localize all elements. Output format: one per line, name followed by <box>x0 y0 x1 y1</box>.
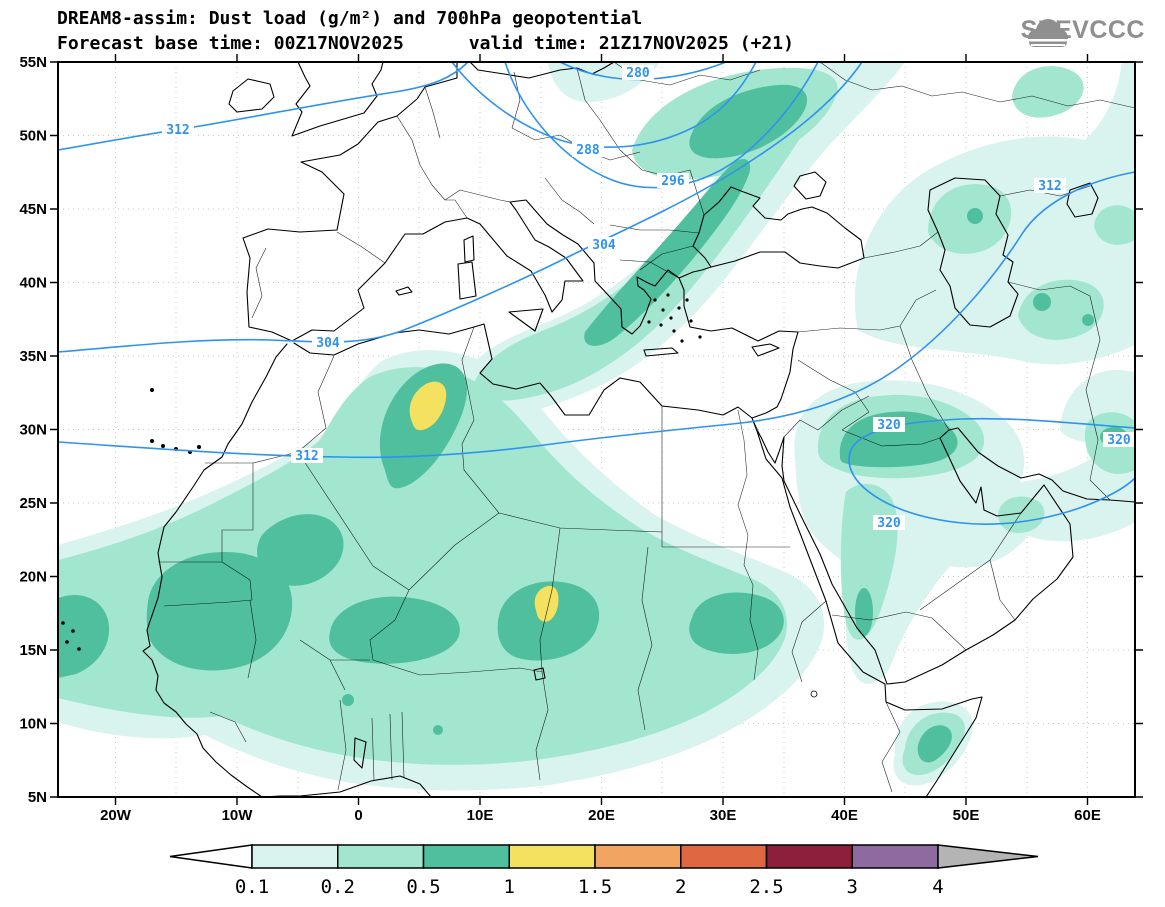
lat-label: 15N <box>19 642 47 659</box>
lon-label: 10W <box>222 807 254 824</box>
lon-label: 20E <box>588 807 615 824</box>
colorbar-labels: 0.1 0.2 0.5 1 1.5 2 2.5 3 4 <box>235 876 944 898</box>
colorbar: 0.1 0.2 0.5 1 1.5 2 2.5 3 4 <box>169 844 1039 898</box>
lon-label: 0 <box>354 807 362 824</box>
lon-label: 40E <box>831 807 858 824</box>
colorbar-segment <box>337 844 425 869</box>
lat-label: 10N <box>19 716 47 733</box>
nile-river <box>737 409 759 681</box>
lat-label: 30N <box>19 422 47 439</box>
colorbar-segment <box>680 844 768 869</box>
contour-label: 280 <box>626 66 650 81</box>
colorbar-arrow-under <box>169 844 253 869</box>
cloud-icon <box>1024 19 1069 47</box>
latitude-axis: 55N 50N 45N 40N 35N 30N 25N 20N 15N 10N … <box>19 54 47 806</box>
contour-label: 296 <box>661 174 685 189</box>
lat-label: 50N <box>19 128 47 145</box>
small-islands <box>61 293 702 651</box>
lat-label: 25N <box>19 495 47 512</box>
contour-label: 312 <box>295 449 318 464</box>
contour-label: 304 <box>592 238 616 253</box>
geopotential-labels: 312 280 288 296 304 304 312 312 320 320 … <box>162 65 1135 531</box>
lon-label: 50E <box>953 807 980 824</box>
contour-label: 312 <box>1038 179 1061 194</box>
lat-label: 55N <box>19 54 47 71</box>
longitude-axis: 20W 10W 0 10E 20E 30E 40E 50E 60E <box>100 807 1101 824</box>
contour-label: 320 <box>877 418 901 433</box>
lat-label: 40N <box>19 275 47 292</box>
colorbar-segment <box>508 844 596 869</box>
lon-label: 60E <box>1074 807 1101 824</box>
lon-label: 10E <box>467 807 494 824</box>
contour-label: 288 <box>576 143 600 158</box>
colorbar-segment <box>251 844 339 869</box>
colorbar-tick: 2 <box>675 876 686 898</box>
lat-label: 5N <box>28 789 47 806</box>
colorbar-segment <box>422 844 510 869</box>
colorbar-tick: 0.5 <box>406 876 440 898</box>
colorbar-tick: 1 <box>504 876 515 898</box>
contour-label: 320 <box>877 516 901 531</box>
lat-label: 45N <box>19 201 47 218</box>
colorbar-segment <box>851 844 939 869</box>
colorbar-tick: 3 <box>847 876 858 898</box>
colorbar-tick: 4 <box>932 876 943 898</box>
forecast-time-subtitle: Forecast base time: 00Z17NOV2025 valid t… <box>57 33 794 54</box>
contour-label: 304 <box>316 336 340 351</box>
axis-ticks <box>50 54 1143 805</box>
colorbar-tick: 1.5 <box>578 876 612 898</box>
colorbar-arrow-over <box>937 844 1039 869</box>
lon-label: 30E <box>710 807 737 824</box>
coastlines <box>61 61 1136 798</box>
colorbar-tick: 2.5 <box>749 876 783 898</box>
dust-level-1 <box>409 381 559 622</box>
seevccc-logo: SEEVCCC <box>1021 16 1145 47</box>
country-borders <box>158 61 1136 793</box>
colorbar-tick: 0.2 <box>321 876 355 898</box>
lon-label: 20W <box>100 807 132 824</box>
colorbar-segment <box>594 844 682 869</box>
lat-label: 35N <box>19 348 47 365</box>
lat-label: 20N <box>19 569 47 586</box>
chart-title: DREAM8-assim: Dust load (g/m²) and 700hP… <box>57 8 643 29</box>
contour-label: 320 <box>1107 433 1131 448</box>
colorbar-segment <box>765 844 853 869</box>
contour-label: 312 <box>166 123 189 138</box>
colorbar-tick: 0.1 <box>235 876 269 898</box>
